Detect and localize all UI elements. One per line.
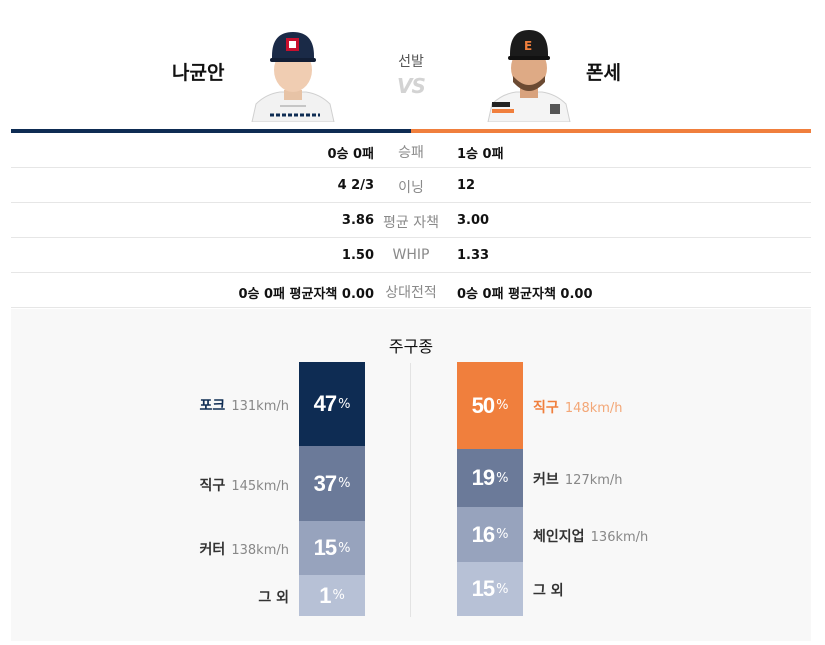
home-pitch-label: 직구 148km/h — [533, 397, 773, 417]
stat-row-era: 3.86 평균 자책 3.00 — [11, 203, 811, 238]
pitch-speed: 138km/h — [227, 543, 289, 558]
pitch-speed: 145km/h — [227, 478, 289, 494]
stat-label: 이닝 — [398, 180, 424, 196]
home-pitch-segment: 16% — [457, 507, 523, 562]
home-pitch-percent: 15 — [471, 576, 496, 601]
pitch-mix-title: 주구종 — [388, 337, 434, 356]
pitch-name: 체인지업 — [533, 528, 585, 545]
pitch-speed: 136km/h — [586, 529, 649, 545]
away-stat-value: 0승 0패 — [327, 147, 374, 162]
home-pitch-stack: 50% 19% 16% 15% — [457, 362, 523, 616]
home-pitcher-photo[interactable]: E — [486, 20, 572, 122]
away-stat-value: 0승 0패 평균자책 0.00 — [238, 287, 374, 302]
starter-label: 선발 — [398, 54, 424, 70]
away-pitch-segment: 15% — [299, 521, 365, 575]
home-pitch-percent: 19 — [471, 465, 496, 490]
away-pitch-label: 포크 131km/h — [89, 395, 289, 415]
vs-label: VS — [397, 74, 426, 98]
pitch-speed: 148km/h — [560, 400, 623, 416]
home-pitch-segment: 50% — [457, 362, 523, 449]
away-pitcher-photo[interactable] — [250, 20, 336, 122]
pitch-name: 커터 — [199, 542, 226, 558]
percent-symbol: % — [496, 398, 509, 413]
stat-row-head-to-head: 0승 0패 평균자책 0.00 상대전적 0승 0패 평균자책 0.00 — [11, 273, 811, 308]
away-team-color-bar — [11, 129, 411, 133]
stat-label: 승패 — [398, 145, 424, 161]
stat-row-whip: 1.50 WHIP 1.33 — [11, 238, 811, 273]
home-pitch-percent: 50 — [471, 392, 496, 418]
away-pitch-percent: 15 — [313, 535, 338, 560]
svg-text:E: E — [524, 39, 532, 53]
home-stat-value: 3.00 — [457, 213, 490, 228]
away-pitch-percent: 1 — [319, 582, 331, 608]
away-pitch-segment: 1% — [299, 575, 365, 616]
home-stat-value: 1승 0패 — [457, 147, 504, 162]
home-pitcher-name[interactable]: 폰세 — [586, 62, 621, 84]
pitch-name: 직구 — [199, 477, 226, 494]
away-pitch-percent: 47 — [313, 391, 338, 416]
stat-label: 평균 자책 — [383, 215, 439, 231]
home-stat-value: 0승 0패 평균자책 0.00 — [457, 287, 593, 302]
percent-symbol: % — [496, 527, 509, 542]
away-pitch-segment: 37% — [299, 446, 365, 521]
pitch-name: 포크 — [199, 398, 226, 414]
pitch-name: 그 외 — [533, 583, 564, 599]
center-divider — [410, 363, 411, 617]
home-pitch-segment: 19% — [457, 449, 523, 507]
percent-symbol: % — [338, 540, 351, 556]
stat-row-innings: 4 2/3 이닝 12 — [11, 168, 811, 203]
stat-label: WHIP — [392, 247, 430, 263]
pitch-name: 직구 — [533, 399, 559, 416]
away-pitcher-name[interactable]: 나균안 — [172, 62, 225, 84]
away-pitch-stack: 47% 37% 15% 1% — [299, 362, 365, 616]
pitch-speed: 131km/h — [227, 399, 289, 414]
away-pitch-label: 직구 145km/h — [89, 475, 289, 495]
away-pitch-percent: 37 — [313, 470, 338, 496]
away-stat-value: 4 2/3 — [337, 178, 374, 193]
percent-symbol: % — [496, 581, 509, 597]
home-team-color-bar — [411, 129, 811, 133]
away-pitch-label: 커터 138km/h — [89, 539, 289, 559]
away-stat-value: 1.50 — [341, 248, 374, 263]
stat-label: 상대전적 — [385, 285, 437, 301]
home-stat-value: 1.33 — [457, 248, 490, 263]
percent-symbol: % — [338, 396, 351, 412]
pitch-name: 그 외 — [258, 589, 289, 606]
home-stat-value: 12 — [457, 178, 476, 193]
home-pitch-segment: 15% — [457, 562, 523, 616]
pitch-speed: 127km/h — [560, 473, 623, 488]
percent-symbol: % — [496, 470, 509, 486]
home-pitch-label: 커브 127km/h — [533, 469, 773, 489]
stat-row-record: 0승 0패 승패 1승 0패 — [11, 133, 811, 168]
pitch-name: 커브 — [533, 472, 559, 488]
home-pitch-percent: 16 — [471, 521, 496, 547]
away-pitch-segment: 47% — [299, 362, 365, 446]
home-pitch-label: 체인지업 136km/h — [533, 526, 773, 546]
away-pitch-label: 그 외 — [89, 587, 289, 607]
home-pitch-label: 그 외 — [533, 580, 773, 600]
away-stat-value: 3.86 — [341, 213, 374, 228]
stats-table: 0승 0패 승패 1승 0패 4 2/3 이닝 12 3.86 평균 자책 3.… — [11, 133, 811, 308]
percent-symbol: % — [338, 476, 351, 491]
pitch-mix-panel: 주구종 47% 37% 15% 1% 50% 19% 16% 15% 포크 131km/h 직… — [11, 309, 811, 641]
percent-symbol: % — [332, 588, 345, 603]
